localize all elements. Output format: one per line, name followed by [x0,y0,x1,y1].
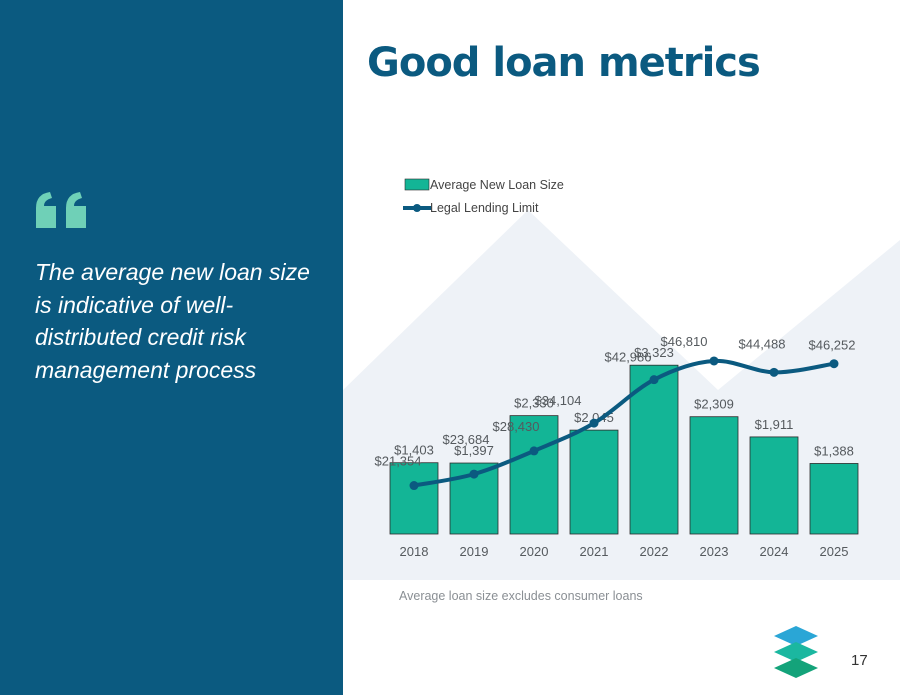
bar-label: $1,403 [394,443,434,458]
bar-label: $1,388 [814,443,854,458]
bar-2025 [809,463,859,535]
x-axis: 2018 2019 2020 2021 2022 2023 2024 2025 [400,544,849,559]
bar-label: $2,045 [574,410,614,425]
line-label: $46,810 [661,334,708,349]
bar-2024 [749,436,799,535]
line-label: $23,684 [443,432,490,447]
line-point-2022 [649,375,659,385]
line-point-2024 [769,367,779,377]
line-point-2018 [409,481,419,491]
line-label: $46,252 [809,338,856,353]
x-tick-label: 2024 [760,544,789,559]
lending-limit-line [413,358,835,488]
chart-legend: Average New Loan Size Legal Lending Limit [403,178,564,215]
bar-2020 [509,415,559,535]
legend-swatch-bar [404,178,430,191]
line-label: $44,488 [739,336,786,351]
legend-label-line: Legal Lending Limit [430,201,539,215]
line-series: $21,354 $23,684$28,430 $34,104 $42,986 $46,8… [375,334,856,491]
line-label: $28,430 [493,419,540,434]
page-number: 17 [851,652,868,669]
bar-label: $1,911 [755,417,794,432]
page-title: Good loan metrics [367,40,761,86]
bar-2018 [389,462,439,535]
line-point-2023 [709,356,719,366]
line-point-2025 [829,359,839,369]
bar-2022 [629,364,679,535]
legend-label-bar: Average New Loan Size [430,178,564,192]
line-label: $34,104 [535,393,582,408]
line-label: $42,986 [605,350,652,365]
quote-mark-icon [36,192,86,228]
line-point-2021 [589,418,599,428]
x-tick-label: 2020 [520,544,549,559]
bar-label: $3,323 [634,345,674,360]
bar-2021 [569,429,619,535]
bar-label: $2,309 [694,397,734,412]
legend-marker-line [413,204,421,212]
x-tick-label: 2021 [580,544,609,559]
x-tick-label: 2025 [820,544,849,559]
quote-panel: The average new loan size is indicative … [0,0,343,695]
x-tick-label: 2019 [460,544,489,559]
x-tick-label: 2018 [400,544,429,559]
x-tick-label: 2023 [700,544,729,559]
bar-2023 [689,416,739,535]
line-point-2019 [469,469,479,479]
line-label: $21,354 [375,454,422,469]
bar-label: $2,330 [514,396,554,411]
quote-text: The average new loan size is indicative … [35,259,310,383]
combo-chart: Average New Loan Size Legal Lending Limit… [343,178,900,580]
x-tick-label: 2022 [640,544,669,559]
stacked-layers-logo-icon [774,626,818,678]
line-point-2020 [529,446,539,456]
footnote: Average loan size excludes consumer loan… [399,589,643,603]
bar-label: $1,397 [454,443,494,458]
